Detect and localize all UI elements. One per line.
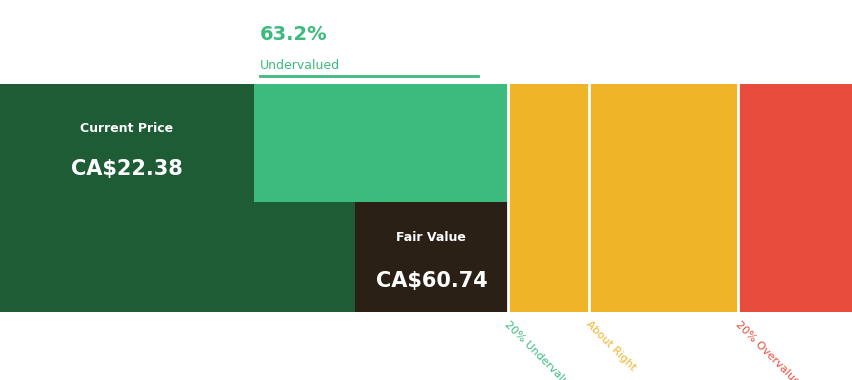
Bar [354, 202, 507, 312]
Text: Current Price: Current Price [80, 122, 173, 135]
Text: 20% Undervalued: 20% Undervalued [503, 319, 580, 380]
Text: About Right: About Right [584, 319, 637, 373]
Bar [507, 84, 588, 312]
Bar [0, 202, 507, 312]
Text: Undervalued: Undervalued [260, 59, 340, 72]
Text: CA$22.38: CA$22.38 [71, 159, 182, 179]
Text: CA$60.74: CA$60.74 [375, 271, 486, 291]
Bar [0, 84, 507, 312]
Bar [0, 84, 254, 202]
Bar [737, 84, 852, 312]
Text: 20% Overvalued: 20% Overvalued [733, 319, 805, 380]
Text: 63.2%: 63.2% [260, 25, 327, 44]
Bar [588, 84, 737, 312]
Text: Fair Value: Fair Value [396, 231, 466, 244]
